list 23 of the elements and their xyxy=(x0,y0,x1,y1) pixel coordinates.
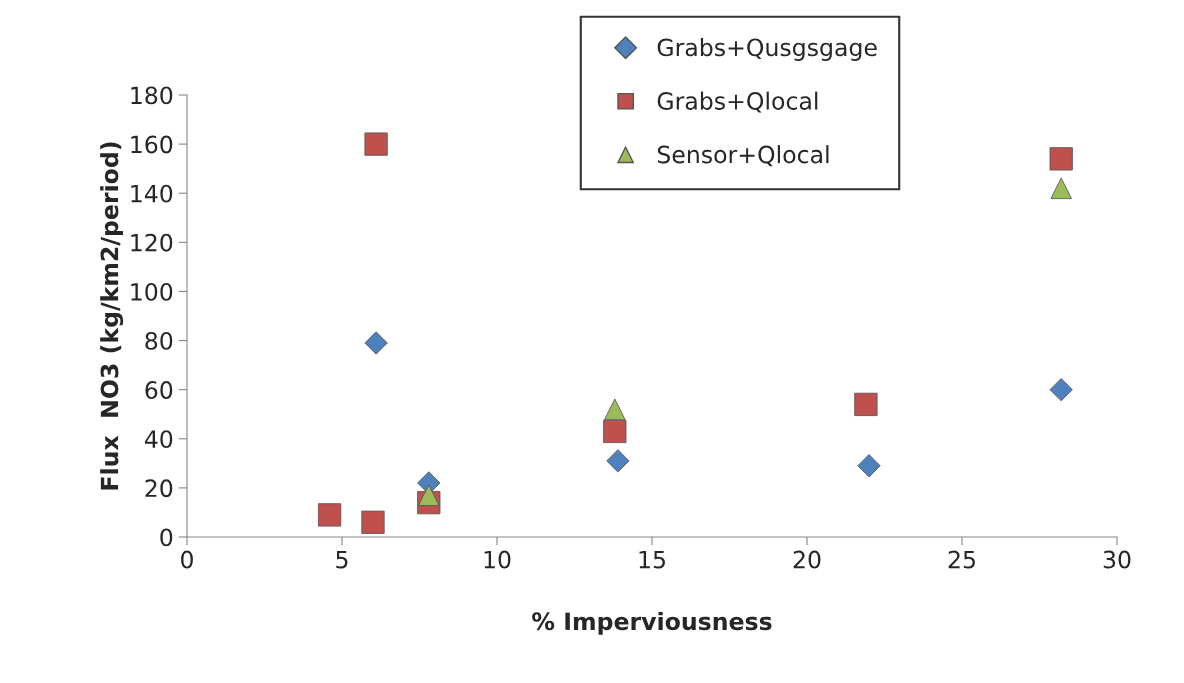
x-tick-label: 25 xyxy=(948,550,975,569)
y-tick-label: 40 xyxy=(144,430,173,449)
x-tick-label: 5 xyxy=(336,550,348,569)
y-axis-title: Flux NO3 (kg/km2/period) xyxy=(100,142,124,490)
x-tick-label: 30 xyxy=(1103,550,1131,569)
x-axis-title: % Imperviousness xyxy=(532,611,772,635)
legend-label: Grabs+Qusgsgage xyxy=(657,38,877,61)
y-tick-label: 120 xyxy=(131,233,173,252)
y-tick-label: 0 xyxy=(160,528,173,547)
y-tick-label: 60 xyxy=(145,381,173,399)
y-tick-label: 100 xyxy=(131,282,173,301)
y-tick-label: 80 xyxy=(145,332,173,350)
x-tick-label: 10 xyxy=(484,550,511,569)
y-tick-label: 20 xyxy=(145,479,173,498)
y-tick-label: 140 xyxy=(131,184,173,203)
legend-label: Grabs+Qlocal xyxy=(657,91,818,113)
y-tick-label: 180 xyxy=(131,86,173,105)
y-tick-label: 160 xyxy=(131,135,173,154)
legend-label: Sensor+Qlocal xyxy=(657,145,829,167)
point xyxy=(604,398,626,421)
x-tick-label: 20 xyxy=(793,550,821,569)
x-tick-label: 0 xyxy=(181,550,193,569)
x-tick-label: 15 xyxy=(639,550,665,569)
